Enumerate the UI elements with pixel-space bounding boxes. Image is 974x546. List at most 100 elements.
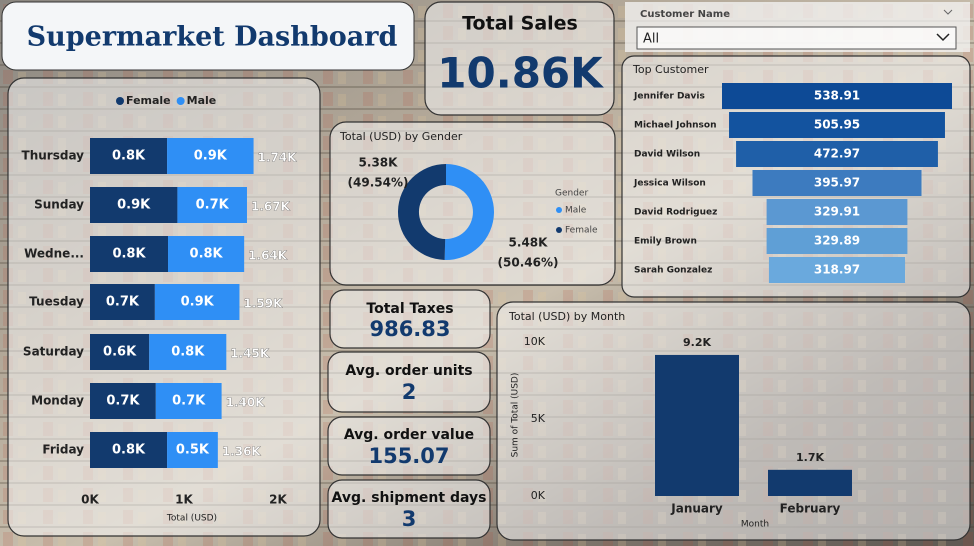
bar-segment xyxy=(167,138,254,174)
x-tick-label: January xyxy=(670,502,723,516)
data-label: 9.2K xyxy=(683,336,711,349)
data-label: 0.7K xyxy=(106,295,140,310)
data-label: 0.8K xyxy=(112,247,146,262)
legend-swatch xyxy=(116,97,124,105)
total-label: 1.74K xyxy=(258,151,298,165)
data-label: 0.7K xyxy=(106,394,140,409)
bar-segment xyxy=(168,236,245,272)
x-tick-label: 1K xyxy=(175,493,193,507)
customer-name: David Wilson xyxy=(634,150,700,160)
bar xyxy=(766,228,908,254)
kpi-label: Total Sales xyxy=(462,13,578,35)
x-axis-label: Month xyxy=(741,520,769,530)
filter-label: Customer Name xyxy=(640,9,730,20)
bar-segment xyxy=(90,187,178,223)
filter-clear-icon[interactable] xyxy=(943,9,953,15)
data-label: 0.6K xyxy=(103,345,137,360)
data-label: 538.91 xyxy=(814,89,860,103)
y-tick-label: 10K xyxy=(524,335,546,348)
bar-segment xyxy=(90,334,150,370)
kpi-value: 155.07 xyxy=(368,444,449,468)
kpi-label: Total Taxes xyxy=(366,301,453,317)
data-label: 0.7K xyxy=(196,198,230,213)
category-label: Friday xyxy=(42,443,84,457)
bar xyxy=(766,199,908,225)
customer-name: Michael Johnson xyxy=(634,121,716,131)
data-label: 5.48K xyxy=(509,236,549,250)
legend-label: Male xyxy=(187,94,217,107)
chart-title: Total (USD) by Gender xyxy=(339,130,463,143)
filter-dropdown[interactable] xyxy=(636,26,957,50)
x-tick-label: February xyxy=(780,502,841,516)
data-label: 0.9K xyxy=(194,149,228,164)
bar xyxy=(768,257,906,283)
bar-segment xyxy=(149,334,227,370)
x-tick-label: 2K xyxy=(269,493,287,507)
customer-name: Sarah Gonzalez xyxy=(634,266,712,276)
donut-slice xyxy=(444,164,494,260)
legend-title: Gender xyxy=(555,189,588,199)
kpi-label: Avg. shipment days xyxy=(332,490,487,506)
data-label: 472.97 xyxy=(814,147,860,161)
x-tick-label: 0K xyxy=(81,493,99,507)
customer-name: Jessica Wilson xyxy=(633,179,706,189)
donut-slice xyxy=(397,164,446,260)
value-panel xyxy=(327,416,491,476)
customer-name: Emily Brown xyxy=(634,237,697,247)
total-label: 1.36K xyxy=(222,445,262,459)
legend-label: Female xyxy=(565,226,598,236)
bar-segment xyxy=(90,138,168,174)
y-tick-label: 0K xyxy=(531,489,546,502)
taxes-panel xyxy=(329,289,491,349)
bar xyxy=(729,112,945,138)
total-label: 1.45K xyxy=(230,347,270,361)
x-axis-label: Total (USD) xyxy=(166,514,217,524)
data-label: 329.89 xyxy=(814,234,860,248)
bar-segment xyxy=(155,383,222,419)
bar xyxy=(736,141,938,167)
y-tick-label: 5K xyxy=(531,412,546,425)
title-box xyxy=(1,1,415,71)
data-label: 0.9K xyxy=(117,198,151,213)
legend-swatch xyxy=(176,97,185,105)
customer-name: Jennifer Davis xyxy=(633,92,705,102)
percent-label: (50.46%) xyxy=(498,256,559,270)
data-label: 0.7K xyxy=(172,394,206,409)
data-label: 5.38K xyxy=(359,156,399,170)
chart-title: Top Customer xyxy=(632,63,709,76)
legend-label: Female xyxy=(126,94,171,107)
data-label: 0.8K xyxy=(190,247,224,262)
category-label: Sunday xyxy=(34,198,84,212)
bar-segment xyxy=(90,432,168,468)
category-label: Tuesday xyxy=(29,295,84,309)
data-label: 395.97 xyxy=(814,176,860,190)
category-label: Thursday xyxy=(22,149,85,163)
customer-name: David Rodriguez xyxy=(634,208,717,218)
units-panel xyxy=(327,351,491,413)
data-label: 318.97 xyxy=(814,263,860,277)
dashboard-title: Supermarket Dashboard xyxy=(27,22,398,53)
data-label: 0.8K xyxy=(112,149,146,164)
filter-value: All xyxy=(643,32,659,47)
sales-panel xyxy=(424,1,615,116)
total-label: 1.40K xyxy=(226,396,266,410)
data-label: 0.8K xyxy=(112,443,146,458)
dropdown-chevron[interactable] xyxy=(936,33,950,42)
category-label: Wedne... xyxy=(24,247,84,261)
total-label: 1.59K xyxy=(243,297,283,311)
bar xyxy=(722,83,952,109)
bar xyxy=(752,170,922,196)
total-label: 1.64K xyxy=(248,249,288,263)
category-label: Monday xyxy=(31,394,84,408)
bar xyxy=(655,354,739,496)
bar xyxy=(768,469,852,496)
data-label: 0.9K xyxy=(181,295,215,310)
bar-segment xyxy=(167,432,218,468)
legend-swatch xyxy=(556,207,562,213)
data-label: 329.91 xyxy=(814,205,860,219)
shipment-panel xyxy=(327,479,491,539)
data-label: 0.5K xyxy=(176,443,210,458)
data-label: 0.8K xyxy=(171,345,205,360)
bar-segment xyxy=(90,383,156,419)
